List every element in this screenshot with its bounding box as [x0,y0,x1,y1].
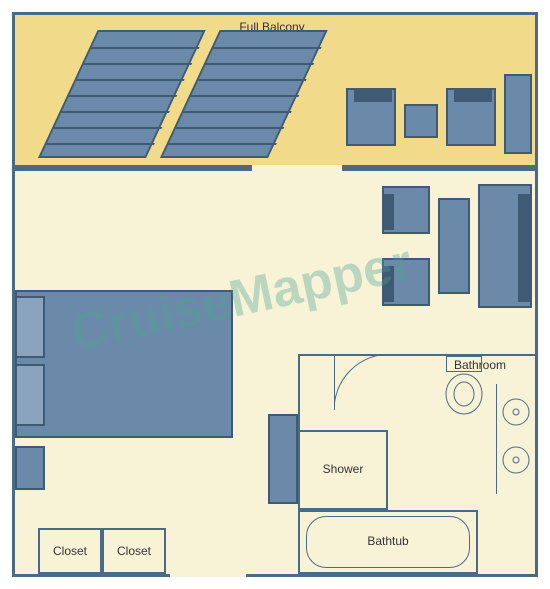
dresser [268,414,298,504]
main-sofa [478,184,532,308]
door-arc [334,354,394,414]
main-chair-2 [382,258,430,306]
toilet-tank [446,356,482,372]
bed [15,290,233,438]
balcony-sofa [504,74,532,154]
toilet-bowl [444,372,484,416]
balcony-door-gap [252,165,342,171]
closet-1-label: Closet [38,544,102,558]
sink-2 [502,446,530,474]
cabin-floorplan: Full Balcony [12,12,538,577]
closet-2-label: Closet [102,544,166,558]
balcony-table [404,104,438,138]
main-table [438,198,470,294]
bed-pillow-1 [15,296,45,358]
entry-gap [170,571,246,577]
balcony-chair-2 [446,88,496,146]
shower-label: Shower [298,462,388,476]
bed-pillow-2 [15,364,45,426]
main-chair-1 [382,186,430,234]
nightstand [15,446,45,490]
balcony-chair-1 [346,88,396,146]
bathtub-label: Bathtub [298,534,478,548]
sink-1 [502,398,530,426]
